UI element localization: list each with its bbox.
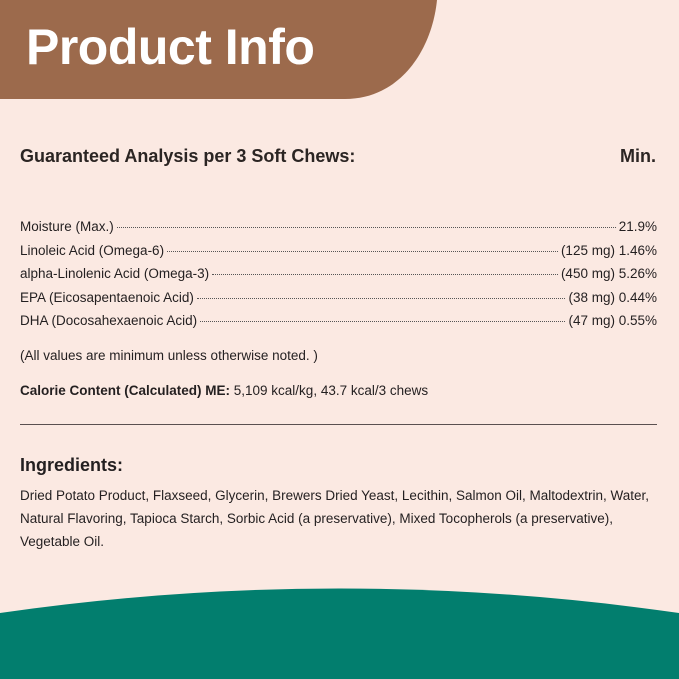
analysis-note: (All values are minimum unless otherwise… — [20, 348, 318, 363]
dot-leader — [116, 227, 616, 228]
dot-leader — [167, 250, 558, 252]
row-label: Linoleic Acid (Omega-6) — [20, 242, 165, 258]
calorie-content: Calorie Content (Calculated) ME: 5,109 k… — [20, 383, 428, 398]
header-banner — [0, 0, 437, 99]
analysis-header: Guaranteed Analysis per 3 Soft Chews: Mi… — [20, 146, 656, 167]
ingredients-heading: Ingredients: — [20, 455, 124, 475]
row-label: DHA (Docosahexaenoic Acid) — [20, 313, 198, 328]
footer-wave — [0, 588, 679, 679]
row-value: (125 mg) 1.46% — [560, 242, 657, 258]
calorie-label: Calorie Content (Calculated) ME: — [20, 383, 231, 398]
analysis-row: EPA (Eicosapentaenoic Acid) (38 mg) 0.44% — [20, 290, 657, 314]
row-label: alpha-Linolenic Acid (Omega-3) — [20, 266, 210, 281]
analysis-row: DHA (Docosahexaenoic Acid) (47 mg) 0.55% — [20, 313, 657, 337]
dot-leader — [200, 321, 566, 322]
row-label: EPA (Eicosapentaenoic Acid) — [20, 289, 194, 305]
divider — [20, 424, 657, 425]
dot-leader — [196, 297, 566, 299]
analysis-row: Linoleic Acid (Omega-6) (125 mg) 1.46% — [20, 243, 657, 267]
analysis-heading: Guaranteed Analysis per 3 Soft Chews: — [20, 146, 356, 166]
row-value: (47 mg) 0.55% — [568, 313, 657, 328]
row-value: (450 mg) 5.26% — [560, 266, 657, 281]
calorie-value: 5,109 kcal/kg, 43.7 kcal/3 chews — [230, 383, 429, 398]
analysis-column-label: Min. — [620, 146, 656, 166]
analysis-table: Moisture (Max.) 21.9% Linoleic Acid (Omeg… — [20, 219, 657, 337]
dot-leader — [212, 274, 558, 275]
row-value: (38 mg) 0.44% — [568, 289, 657, 305]
analysis-row: Moisture (Max.) 21.9% — [20, 219, 657, 243]
ingredients-text: Dried Potato Product, Flaxseed, Glycerin… — [20, 488, 650, 549]
row-label: Moisture (Max.) — [20, 219, 114, 234]
analysis-row: alpha-Linolenic Acid (Omega-3) (450 mg) 5… — [20, 266, 657, 290]
row-value: 21.9% — [618, 219, 657, 234]
page-title: Product Info — [26, 19, 315, 75]
